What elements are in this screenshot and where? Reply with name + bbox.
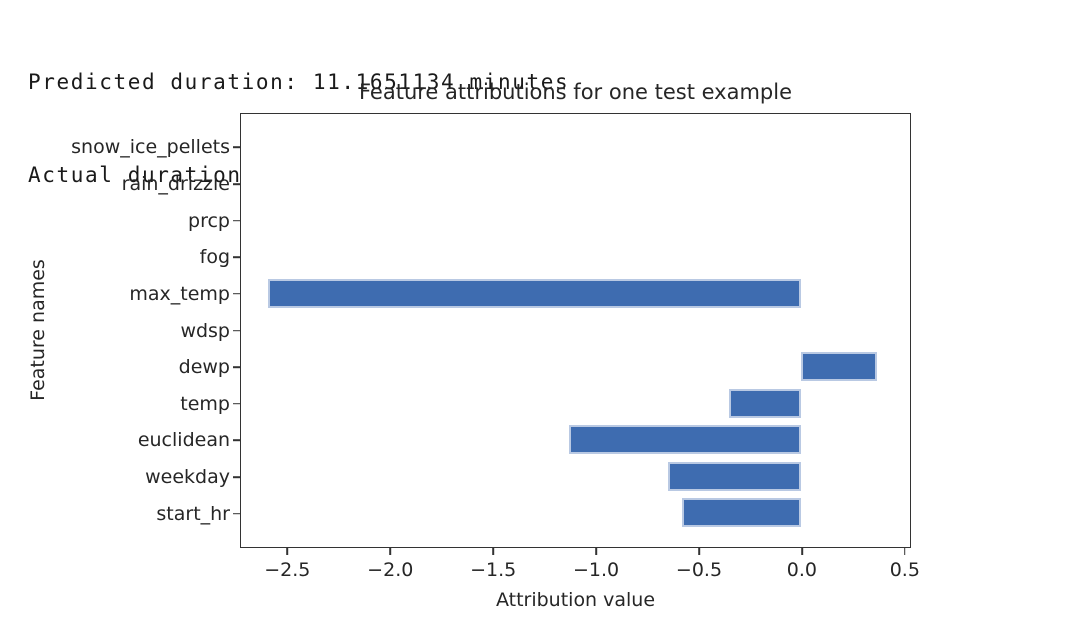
ytick-mark	[233, 439, 240, 442]
predicted-duration-text: Predicted duration: 11.1651134 minutes	[28, 70, 570, 94]
bar-max_temp	[268, 278, 802, 308]
xtick-mark	[595, 548, 597, 555]
xtick-label: −1.0	[573, 559, 620, 581]
bar-dewp	[801, 352, 878, 382]
ytick-label-prcp: prcp	[188, 209, 230, 232]
ytick-mark	[233, 366, 240, 368]
bar-start_hr	[681, 498, 802, 528]
ytick-mark	[233, 329, 240, 332]
ytick-mark	[233, 293, 240, 295]
xtick-mark	[801, 548, 803, 555]
bar-temp	[729, 388, 802, 418]
ytick-mark	[233, 402, 240, 405]
ytick-label-temp: temp	[180, 392, 230, 415]
xtick-label: −2.5	[264, 559, 311, 581]
xtick-mark	[698, 548, 700, 555]
ytick-label-rain_drizzle: rain_drizzle	[121, 173, 230, 196]
xtick-label: −2.0	[367, 559, 414, 581]
ytick-mark	[233, 512, 240, 515]
plot-area	[240, 113, 911, 548]
xtick-label: 0.0	[786, 559, 818, 581]
ytick-mark	[233, 183, 240, 185]
xtick-label: −1.5	[470, 559, 517, 581]
ytick-label-euclidean: euclidean	[137, 429, 230, 452]
x-axis-label: Attribution value	[495, 589, 656, 611]
chart-title: Feature attributions for one test exampl…	[358, 80, 792, 104]
ytick-mark	[233, 219, 240, 222]
ytick-label-weekday: weekday	[145, 465, 230, 488]
ytick-label-fog: fog	[199, 246, 230, 269]
ytick-mark	[233, 146, 240, 149]
xtick-label: −0.5	[675, 559, 723, 581]
xtick-mark	[286, 548, 289, 555]
ytick-label-wdsp: wdsp	[180, 319, 230, 342]
xtick-mark	[492, 548, 494, 555]
bar-euclidean	[568, 425, 802, 455]
ytick-label-max_temp: max_temp	[129, 282, 230, 305]
y-axis-label: Feature names	[27, 259, 49, 401]
ytick-label-start_hr: start_hr	[156, 502, 230, 525]
bar-weekday	[667, 461, 802, 491]
xtick-mark	[389, 548, 392, 555]
ytick-label-dewp: dewp	[178, 356, 230, 379]
xtick-label: 0.5	[889, 559, 920, 581]
ytick-mark	[233, 476, 240, 478]
xtick-mark	[904, 548, 906, 555]
ytick-mark	[233, 256, 240, 259]
ytick-label-snow_ice_pellets: snow_ice_pellets	[71, 136, 230, 159]
